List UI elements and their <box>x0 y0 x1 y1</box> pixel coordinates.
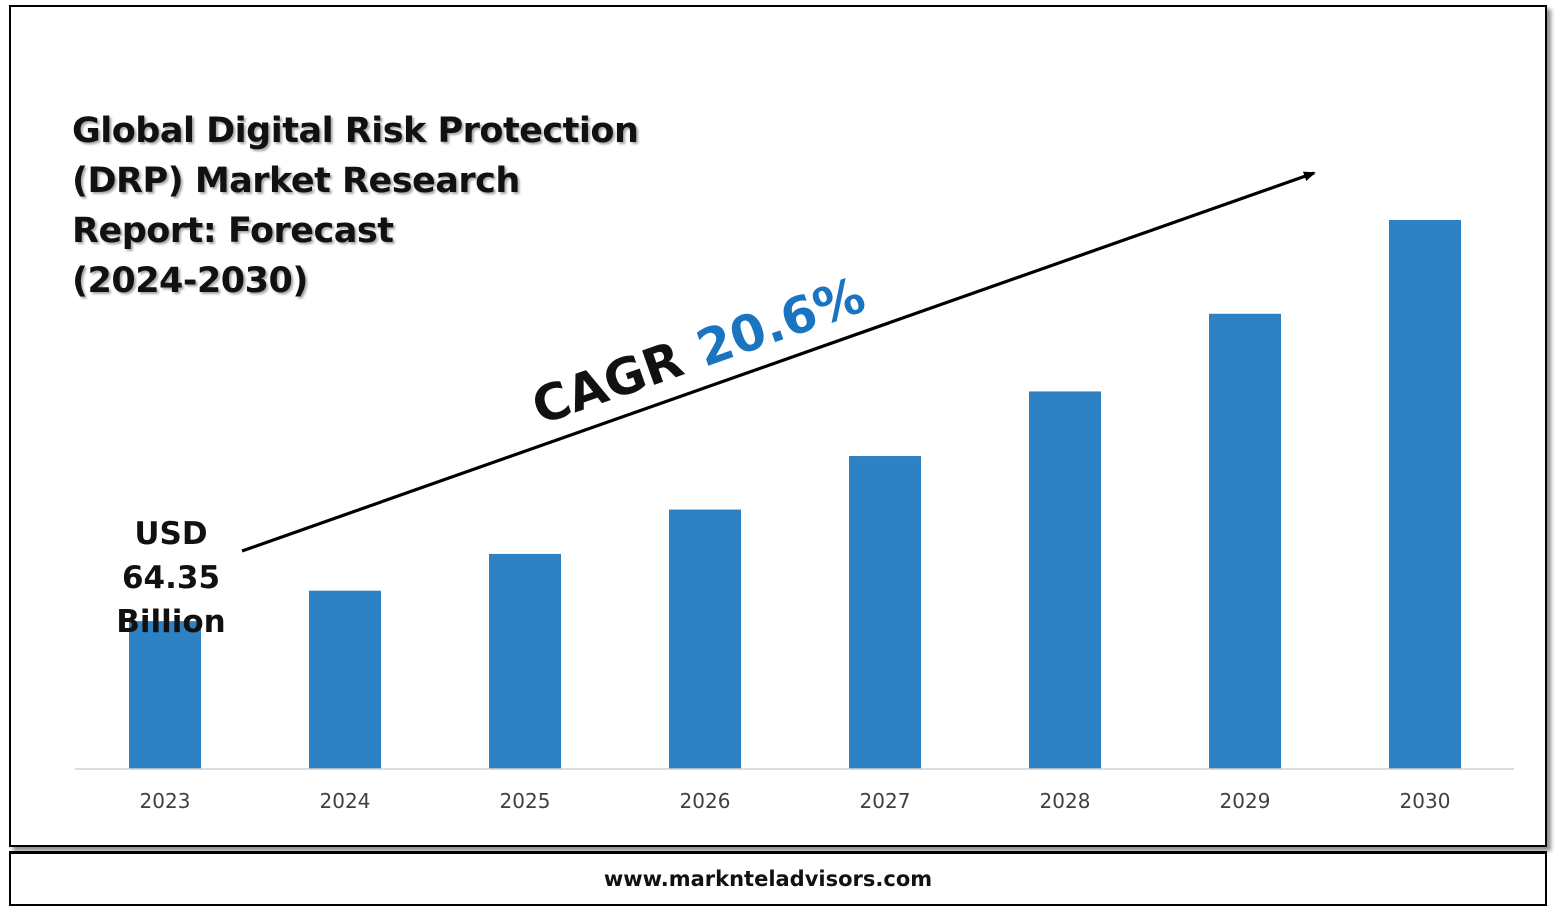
growth-arrow <box>241 171 1316 553</box>
chart-title: Global Digital Risk Protection (DRP) Mar… <box>72 111 639 301</box>
start-value-label: USD 64.35 Billion <box>116 516 226 640</box>
cagr-annotation: CAGR 20.6% <box>525 266 872 436</box>
bars <box>129 220 1461 769</box>
x-tick-2030: 2030 <box>1400 789 1451 813</box>
x-tick-2028: 2028 <box>1040 789 1091 813</box>
footer: www.marknteladvisors.com <box>9 851 1547 906</box>
bar-chart: 2023 2024 2025 2026 2027 2028 2029 2030 CAGR 20… <box>75 171 1514 813</box>
bar-2024 <box>309 590 381 769</box>
bar-2027 <box>849 456 921 769</box>
cagr-prefix: CAGR <box>525 330 690 436</box>
x-tick-2024: 2024 <box>320 789 371 813</box>
footer-url[interactable]: www.marknteladvisors.com <box>603 867 933 891</box>
bar-2025 <box>489 553 561 769</box>
x-tick-2023: 2023 <box>140 789 191 813</box>
bar-2030 <box>1389 220 1461 769</box>
x-tick-2026: 2026 <box>680 789 731 813</box>
x-tick-2029: 2029 <box>1220 789 1271 813</box>
bar-2023 <box>129 621 201 769</box>
chart-frame <box>9 5 1547 847</box>
x-tick-2027: 2027 <box>860 789 911 813</box>
x-axis-ticks: 2023 2024 2025 2026 2027 2028 2029 2030 <box>140 789 1451 813</box>
x-tick-2025: 2025 <box>500 789 551 813</box>
bar-2026 <box>669 509 741 769</box>
bar-2029 <box>1209 313 1281 769</box>
bar-2028 <box>1029 391 1101 769</box>
